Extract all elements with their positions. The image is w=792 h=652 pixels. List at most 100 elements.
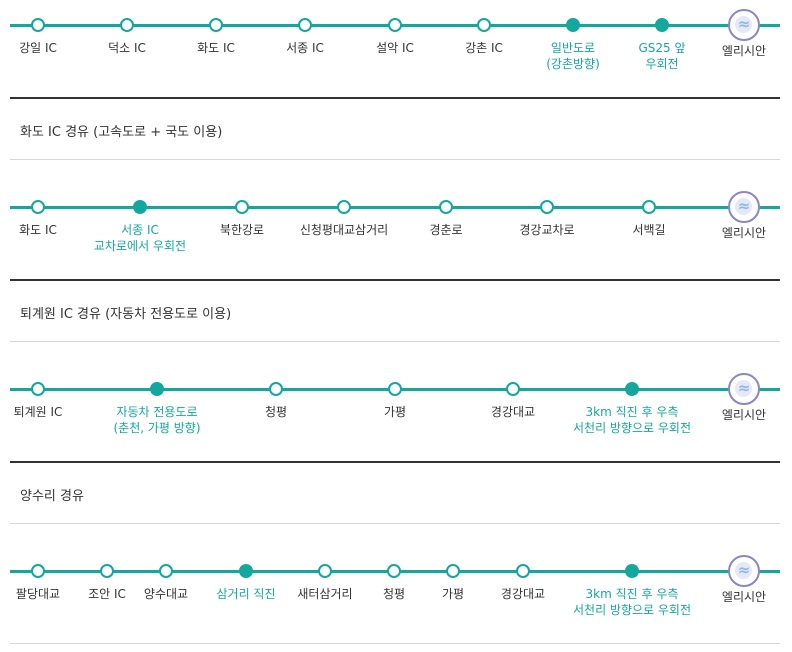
stop-label: 3km 직진 후 우측 서천리 방향으로 우회전 (572, 405, 692, 435)
stop-seocheon-turn: 3km 직진 후 우측 서천리 방향으로 우회전 (562, 564, 702, 618)
stop-label: 일반도로 (강촌방향) (546, 41, 600, 71)
stop-seobaek-gil: 서백길 (594, 200, 704, 238)
route-1: 강일 IC 덕소 IC 화도 IC 서종 IC 설악 IC 강촌 IC 일반도로… (10, 9, 780, 78)
stop-label: 강촌 IC (465, 41, 503, 55)
circle-dot-icon (388, 382, 402, 396)
circle-dot-icon (388, 18, 402, 32)
route-line (10, 206, 780, 209)
circle-dot-icon (209, 18, 223, 32)
stop-label: 경강대교 (490, 405, 536, 419)
circle-dot-icon (446, 564, 460, 578)
stop-label: 강일 IC (19, 41, 57, 55)
route-4: 팔당대교 조안 IC 양수대교 삼거리 직진 새터삼거리 청평 가평 경강대교 … (10, 555, 780, 624)
stop-sincheongpyeong: 신청평대교삼거리 (289, 200, 399, 238)
section-divider (10, 279, 780, 281)
stop-label: 양수대교 (143, 587, 189, 601)
route-3: 퇴계원 IC 자동차 전용도로 (춘천, 가평 방향) 청평 가평 경강대교 3k… (10, 373, 780, 442)
stop-label: 서백길 (632, 223, 666, 237)
stop-joan-ic: 조안 IC (52, 564, 162, 602)
stop-label: 경강교차로 (519, 223, 575, 237)
destination-label: 엘리시안 (721, 408, 767, 422)
stop-gs25: GS25 앞 우회전 (607, 18, 717, 72)
elysian-logo-icon (728, 9, 760, 41)
circle-dot-icon (31, 564, 45, 578)
stop-label: GS25 앞 우회전 (638, 41, 686, 71)
destination-label: 엘리시안 (721, 226, 767, 240)
circle-dot-icon (477, 18, 491, 32)
circle-dot-icon (31, 382, 45, 396)
section-divider (10, 97, 780, 99)
stop-hwado-ic: 화도 IC (0, 200, 93, 238)
destination: 엘리시안 (689, 555, 792, 605)
circle-dot-icon (159, 564, 173, 578)
circle-dot-icon (566, 18, 580, 32)
circle-dot-icon (625, 564, 639, 578)
circle-dot-icon (540, 200, 554, 214)
stop-junction-straight: 삼거리 직진 (191, 564, 301, 602)
circle-dot-icon (298, 18, 312, 32)
stop-label: 조안 IC (88, 587, 126, 601)
stop-gapyeong: 가평 (340, 382, 450, 420)
route-2: 화도 IC 서종 IC 교차로에서 우회전 북한강로 신청평대교삼거리 경춘로 경… (10, 191, 780, 260)
stop-gyeonggang-bridge: 경강대교 (468, 564, 578, 602)
section-separator (10, 341, 780, 342)
circle-dot-icon (337, 200, 351, 214)
stop-seojong-ic: 서종 IC (250, 18, 360, 56)
stop-label: 삼거리 직진 (216, 587, 276, 601)
destination: 엘리시안 (689, 191, 792, 241)
stop-seojong-ic: 서종 IC 교차로에서 우회전 (85, 200, 195, 254)
circle-dot-icon (439, 200, 453, 214)
circle-dot-icon (239, 564, 253, 578)
elysian-logo-icon (728, 191, 760, 223)
stop-label: 새터삼거리 (297, 587, 353, 601)
circle-dot-icon (655, 18, 669, 32)
stop-label: 신청평대교삼거리 (299, 223, 389, 237)
section-title-yangsuri: 양수리 경유 (20, 489, 84, 504)
stop-general-road: 일반도로 (강촌방향) (518, 18, 628, 72)
stop-label: 청평 (382, 587, 406, 601)
stop-yangsu-bridge: 양수대교 (111, 564, 221, 602)
stop-label: 경강대교 (500, 587, 546, 601)
section-divider (10, 461, 780, 463)
stop-label: 퇴계원 IC (13, 405, 63, 419)
circle-dot-icon (100, 564, 114, 578)
destination: 엘리시안 (689, 373, 792, 423)
circle-dot-icon (235, 200, 249, 214)
circle-dot-icon (625, 382, 639, 396)
stop-label: 화도 IC (19, 223, 57, 237)
stop-label: 설악 IC (376, 41, 414, 55)
destination-label: 엘리시안 (721, 590, 767, 604)
stop-cheongpyeong: 청평 (221, 382, 331, 420)
bottom-separator (10, 643, 780, 644)
stop-hwado-ic: 화도 IC (161, 18, 271, 56)
stop-cheongpyeong: 청평 (339, 564, 449, 602)
destination-label: 엘리시안 (721, 44, 767, 58)
stop-label: 팔당대교 (15, 587, 61, 601)
stop-label: 서종 IC 교차로에서 우회전 (93, 223, 187, 253)
circle-dot-icon (318, 564, 332, 578)
stop-expressway: 자동차 전용도로 (춘천, 가평 방향) (102, 382, 212, 436)
stop-gyeonggang-bridge: 경강대교 (458, 382, 568, 420)
stop-gyeongchun-ro: 경춘로 (391, 200, 501, 238)
stop-seocheon-turn: 3km 직진 후 우측 서천리 방향으로 우회전 (562, 382, 702, 436)
circle-dot-icon (120, 18, 134, 32)
stop-label: 덕소 IC (108, 41, 146, 55)
stop-gangchon-ic: 강촌 IC (429, 18, 539, 56)
stop-label: 가평 (441, 587, 465, 601)
circle-dot-icon (642, 200, 656, 214)
section-title-toegyewon: 퇴계원 IC 경유 (자동차 전용도로 이용) (20, 307, 232, 322)
stop-label: 가평 (383, 405, 407, 419)
stop-label: 자동차 전용도로 (춘천, 가평 방향) (113, 405, 201, 435)
section-separator (10, 523, 780, 524)
stop-label: 3km 직진 후 우측 서천리 방향으로 우회전 (572, 587, 692, 617)
elysian-logo-icon (728, 555, 760, 587)
stop-gapyeong: 가평 (398, 564, 508, 602)
stop-gyeonggang-ic: 경강교차로 (492, 200, 602, 238)
stop-label: 서종 IC (286, 41, 324, 55)
stop-bukhangang-ro: 북한강로 (187, 200, 297, 238)
stop-label: 북한강로 (219, 223, 265, 237)
circle-dot-icon (387, 564, 401, 578)
circle-dot-icon (506, 382, 520, 396)
stop-label: 청평 (264, 405, 288, 419)
destination: 엘리시안 (689, 9, 792, 59)
